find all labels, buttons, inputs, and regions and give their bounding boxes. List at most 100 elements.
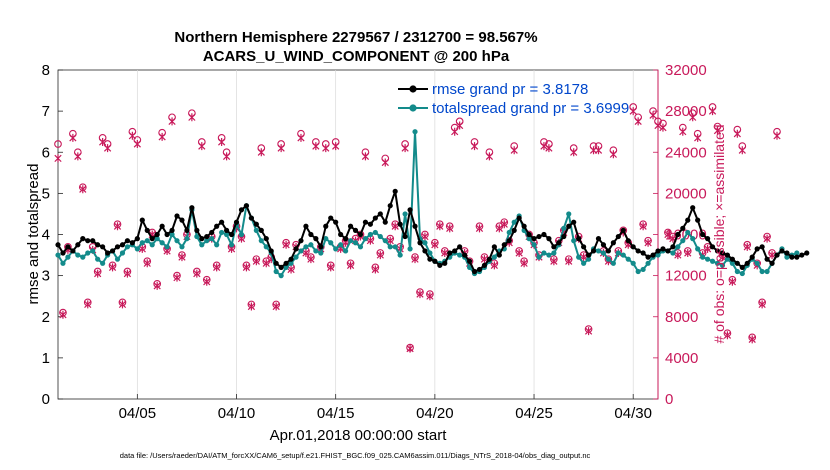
totalspread-marker bbox=[149, 242, 155, 248]
assimilated-obs-marker bbox=[475, 224, 484, 233]
totalspread-marker bbox=[734, 268, 740, 275]
totalspread-marker bbox=[729, 260, 735, 266]
totalspread-marker bbox=[209, 236, 215, 242]
assimilated-obs-marker bbox=[222, 152, 231, 161]
rmse-marker bbox=[328, 215, 334, 221]
assimilated-obs-marker bbox=[69, 133, 77, 142]
rmse-marker bbox=[462, 252, 468, 258]
totalspread-marker bbox=[223, 231, 230, 238]
legend-totalspread-label: totalspread grand pr = 3.6999 bbox=[432, 100, 629, 117]
assimilated-obs-marker bbox=[376, 251, 384, 260]
totalspread-marker bbox=[204, 238, 210, 244]
rmse-marker bbox=[333, 219, 339, 225]
rmse-marker bbox=[352, 227, 359, 233]
legend-rmse-label: rmse grand pr = 3.8178 bbox=[432, 81, 588, 98]
y2-tick-label: 20000 bbox=[665, 185, 707, 202]
totalspread-marker bbox=[164, 244, 170, 250]
totalspread-marker bbox=[228, 242, 235, 248]
assimilated-obs-marker bbox=[79, 185, 87, 194]
rmse-marker bbox=[615, 233, 621, 240]
rmse-marker bbox=[625, 238, 631, 244]
rmse-marker bbox=[382, 219, 388, 225]
y2-tick-label: 4000 bbox=[665, 350, 698, 367]
totalspread-marker bbox=[670, 250, 676, 256]
totalspread-marker bbox=[566, 211, 572, 217]
assimilated-obs-marker bbox=[743, 242, 751, 251]
rmse-marker bbox=[258, 227, 264, 233]
x-tick-label: 04/05 bbox=[119, 405, 157, 422]
totalspread-marker bbox=[273, 268, 279, 275]
totalspread-marker bbox=[119, 250, 126, 256]
totalspread-marker bbox=[100, 260, 106, 266]
totalspread-marker bbox=[278, 273, 284, 279]
assimilated-obs-marker bbox=[287, 265, 295, 274]
assimilated-obs-marker bbox=[391, 222, 399, 231]
rmse-marker bbox=[521, 223, 527, 229]
rmse-marker bbox=[566, 223, 572, 229]
rmse-marker bbox=[442, 260, 448, 266]
rmse-marker bbox=[219, 219, 225, 225]
rmse-marker bbox=[571, 219, 577, 225]
assimilated-obs-marker bbox=[550, 257, 558, 266]
rmse-marker bbox=[70, 248, 76, 254]
assimilated-obs-marker bbox=[510, 146, 518, 155]
assimilated-obs-marker bbox=[178, 253, 186, 262]
rmse-marker bbox=[392, 188, 398, 194]
assimilated-obs-marker bbox=[694, 133, 702, 142]
assimilated-obs-marker bbox=[411, 255, 419, 264]
rmse-marker bbox=[719, 250, 726, 256]
rmse-marker bbox=[501, 242, 507, 248]
assimilated-obs-marker bbox=[639, 222, 647, 231]
totalspread-marker bbox=[640, 266, 646, 273]
totalspread-marker bbox=[719, 262, 726, 268]
rmse-marker bbox=[55, 242, 61, 248]
rmse-marker bbox=[100, 244, 106, 250]
rmse-marker bbox=[308, 231, 314, 238]
totalspread-marker bbox=[258, 238, 264, 244]
totalspread-marker bbox=[124, 244, 131, 250]
totalspread-marker bbox=[174, 238, 180, 244]
rmse-marker bbox=[690, 205, 696, 211]
rmse-marker bbox=[695, 217, 701, 223]
assimilated-obs-marker bbox=[758, 300, 766, 309]
rmse-marker bbox=[476, 266, 483, 273]
rmse-marker bbox=[561, 233, 567, 240]
totalspread-marker bbox=[600, 250, 607, 256]
rmse-marker bbox=[655, 248, 661, 254]
totalspread-marker bbox=[362, 236, 369, 242]
rmse-marker bbox=[581, 244, 587, 250]
y-axis-label: rmse and totalspread bbox=[25, 164, 42, 305]
assimilated-obs-marker bbox=[297, 133, 305, 142]
assimilated-obs-marker bbox=[629, 107, 637, 116]
rmse-marker bbox=[238, 207, 245, 213]
assimilated-obs-marker bbox=[118, 300, 127, 309]
assimilated-obs-marker bbox=[703, 244, 712, 253]
totalspread-marker bbox=[338, 242, 344, 248]
legend-totalspread-marker bbox=[409, 104, 417, 112]
rmse-marker bbox=[724, 252, 731, 258]
rmse-marker bbox=[80, 236, 86, 242]
totalspread-marker bbox=[134, 246, 140, 252]
rmse-marker bbox=[338, 231, 344, 238]
assimilated-obs-marker bbox=[103, 144, 112, 153]
assimilated-obs-marker bbox=[406, 344, 414, 353]
rmse-marker bbox=[670, 244, 676, 250]
assimilated-obs-marker bbox=[143, 259, 151, 268]
rmse-marker bbox=[739, 264, 745, 270]
totalspread-marker bbox=[536, 254, 542, 260]
totalspread-marker bbox=[114, 256, 121, 262]
rmse-marker bbox=[422, 248, 428, 254]
totalspread-marker bbox=[576, 254, 582, 260]
totalspread-marker bbox=[784, 254, 790, 260]
assimilated-obs-marker bbox=[470, 142, 479, 151]
totalspread-marker bbox=[506, 229, 512, 236]
totalspread-marker bbox=[551, 250, 557, 256]
rmse-marker bbox=[169, 227, 175, 233]
rmse-marker bbox=[184, 227, 190, 233]
totalspread-marker bbox=[635, 268, 641, 275]
x-axis-label: Apr.01,2018 00:00:00 start bbox=[270, 427, 448, 444]
rmse-marker bbox=[749, 254, 755, 260]
totalspread-marker bbox=[377, 233, 383, 240]
assimilated-obs-marker bbox=[768, 251, 776, 260]
totalspread-marker bbox=[571, 238, 577, 244]
